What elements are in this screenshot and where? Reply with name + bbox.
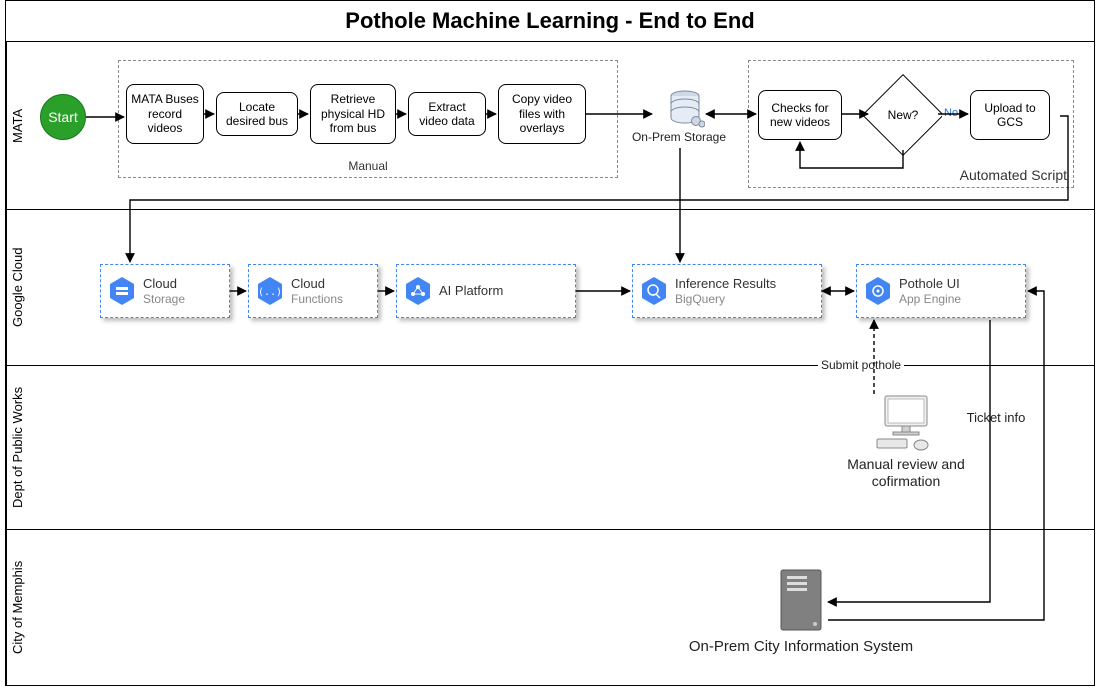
server-icon — [777, 568, 825, 634]
manual-review-label: Manual review and cofirmation — [836, 456, 976, 490]
node-bigquery: Inference ResultsBigQuery — [632, 264, 822, 318]
edge-label-yes: No — [942, 107, 960, 119]
node-extract-video: Extract video data — [408, 92, 486, 136]
lane-city-label: City of Memphis — [6, 530, 28, 685]
node-locate-bus: Locate desired bus — [216, 92, 298, 136]
bq-subtitle: BigQuery — [675, 292, 776, 306]
node-retrieve-hd: Retrieve physical HD from bus — [310, 84, 396, 144]
node-ai-platform: AI Platform — [396, 264, 576, 318]
appeng-title: Pothole UI — [899, 276, 961, 292]
ai-platform-icon — [405, 276, 431, 306]
diagram-title: Pothole Machine Learning - End to End — [5, 0, 1095, 42]
node-copy-video: Copy video files with overlays — [498, 84, 586, 144]
title-text: Pothole Machine Learning - End to End — [345, 8, 754, 34]
start-node: Start — [40, 94, 86, 140]
group-automated-label: Automated Script — [960, 167, 1067, 183]
node-mata-record: MATA Buses record videos — [126, 84, 204, 144]
gcs-subtitle: Storage — [143, 292, 185, 306]
onprem-storage-label: On-Prem Storage — [628, 130, 730, 144]
cloud-functions-icon: (..) — [257, 276, 283, 306]
appeng-subtitle: App Engine — [899, 292, 961, 306]
bq-title: Inference Results — [675, 276, 776, 292]
database-icon — [665, 88, 705, 128]
lane-dpw-label: Dept of Public Works — [6, 366, 28, 529]
node-city-system: On-Prem City Information System — [666, 568, 936, 656]
lane-mata-label: MATA — [6, 42, 28, 209]
node-checks-new: Checks for new videos — [758, 90, 842, 140]
aiplat-title: AI Platform — [439, 283, 503, 299]
workstation-icon — [871, 394, 941, 452]
node-onprem-storage: On-Prem Storage — [640, 88, 730, 144]
gcs-title: Cloud — [143, 276, 185, 292]
lane-gcloud-label: Google Cloud — [6, 210, 28, 365]
node-new-decision-label: New? — [874, 108, 932, 122]
gcf-subtitle: Functions — [291, 292, 343, 306]
node-manual-review: Manual review and cofirmation — [836, 394, 976, 490]
node-app-engine: Pothole UIApp Engine — [856, 264, 1026, 318]
app-engine-icon — [865, 276, 891, 306]
svg-text:(..): (..) — [258, 287, 282, 298]
group-manual-label: Manual — [348, 159, 387, 173]
node-cloud-storage: CloudStorage — [100, 264, 230, 318]
cloud-storage-icon — [109, 276, 135, 306]
edge-label-submit: Ticket info — [966, 410, 1026, 426]
node-upload-gcs: Upload to GCS — [970, 90, 1050, 140]
city-system-label: On-Prem City Information System — [666, 638, 936, 656]
node-cloud-functions: (..) CloudFunctions — [248, 264, 378, 318]
gcf-title: Cloud — [291, 276, 343, 292]
edge-label-https: Submit pothole — [818, 358, 904, 372]
start-label: Start — [48, 109, 78, 125]
bigquery-icon — [641, 276, 667, 306]
